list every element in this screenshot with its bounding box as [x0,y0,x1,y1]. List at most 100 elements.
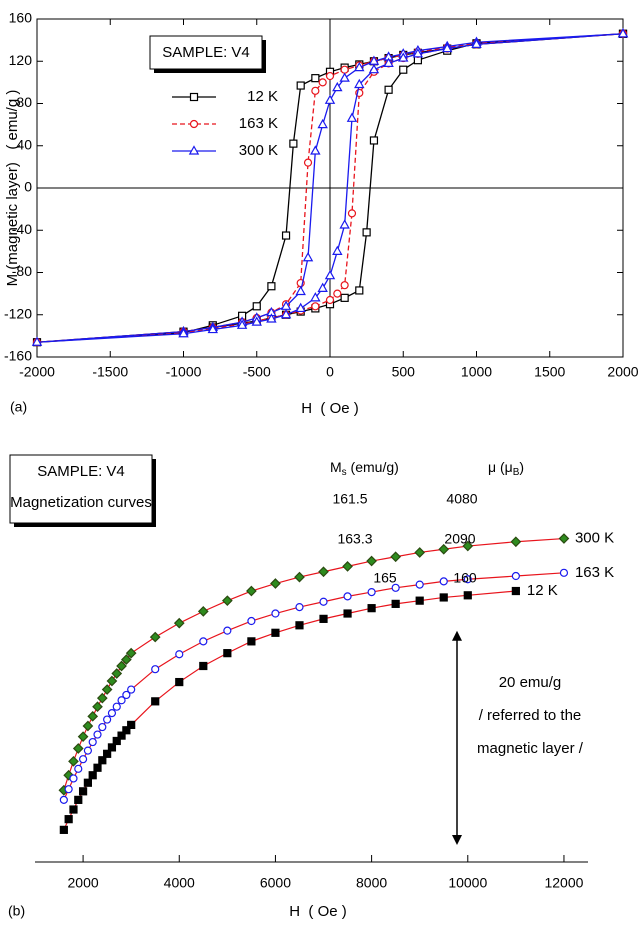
legend-marker [189,92,199,102]
annotation: SAMPLE: V4 [37,463,125,480]
header-rest: ) [519,459,524,475]
marker [199,661,208,671]
marker [339,72,350,82]
marker [295,302,306,313]
marker [317,118,328,129]
marker [74,764,83,773]
marker [251,316,262,326]
marker [83,778,92,787]
legend-label: 163 K [239,115,278,132]
marker [295,602,304,612]
marker [324,94,336,104]
marker [223,649,232,658]
scale-bar-label: 20 emu/g [499,674,562,691]
marker [366,555,377,567]
marker [355,286,364,295]
marker [310,292,321,302]
marker [281,231,291,240]
header-rest: (emu/g) [347,459,399,475]
marker [295,621,304,630]
marker [116,660,127,672]
marker [82,720,94,732]
marker [83,746,92,755]
legend-label: 300 K [239,142,278,159]
marker [289,139,298,148]
marker [93,730,102,739]
marker [342,561,353,572]
marker [463,591,472,600]
ms-value: 161.5 [332,491,367,507]
marker [107,709,117,718]
marker [173,617,185,629]
marker [101,684,113,695]
marker [398,52,409,62]
marker [510,536,522,548]
marker [367,604,376,613]
marker [112,736,121,746]
marker [103,715,112,724]
marker [64,815,73,824]
marker [59,825,68,834]
header-main: μ (μ [488,459,513,475]
y-tick-label: 160 [9,10,33,26]
marker [340,293,349,302]
mu-value: 4080 [446,491,477,507]
marker [558,533,570,544]
marker [247,637,256,646]
marker [310,145,321,155]
marker [347,209,357,218]
mu-value: 160 [453,570,477,586]
marker [399,65,408,74]
fit-curve [63,590,516,831]
mu-value: 2090 [444,531,475,547]
marker [112,702,121,711]
marker [311,74,320,83]
column-header: μ (μB) [488,459,524,478]
marker [207,323,219,334]
marker [149,631,161,643]
marker [106,675,118,687]
header-sub: s [342,467,347,478]
marker [391,599,400,608]
marker [236,319,248,329]
marker [369,136,379,145]
marker [415,580,424,589]
marker [98,722,107,732]
x-tick-label: 1500 [534,364,565,380]
marker [117,696,126,705]
marker [151,665,160,674]
marker [64,785,73,794]
marker [78,787,88,796]
legend-marker [188,145,200,155]
x-tick-label: 8000 [356,875,387,891]
marker [383,57,394,67]
header-main: M [330,459,342,475]
marker [343,609,352,618]
x-tick-label: 12000 [544,875,583,891]
marker [295,285,306,296]
marker [412,48,424,58]
marker [390,551,402,563]
marker [319,614,328,623]
header-sub: B [513,467,520,478]
marker [117,731,126,740]
marker [197,606,209,617]
marker [68,755,79,767]
annotation: Magnetization curves [10,494,152,511]
x-tick-label: 2000 [68,875,99,891]
marker [463,575,472,584]
marker [311,86,320,95]
marker [77,731,89,743]
marker [221,595,233,607]
marker [122,726,131,735]
y-tick-label: -160 [4,348,32,364]
marker [69,805,78,814]
marker [280,309,292,319]
marker [294,571,305,583]
marker [439,577,448,586]
marker [439,593,448,602]
marker [151,697,160,706]
marker [296,81,305,90]
marker [93,763,102,772]
y-tick-label: 80 [16,94,32,110]
